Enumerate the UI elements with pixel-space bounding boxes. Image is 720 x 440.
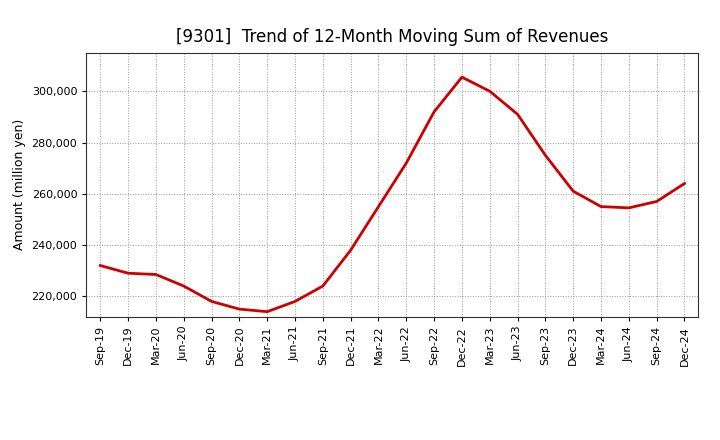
Y-axis label: Amount (million yen): Amount (million yen) (13, 119, 26, 250)
Title: [9301]  Trend of 12-Month Moving Sum of Revenues: [9301] Trend of 12-Month Moving Sum of R… (176, 28, 608, 46)
